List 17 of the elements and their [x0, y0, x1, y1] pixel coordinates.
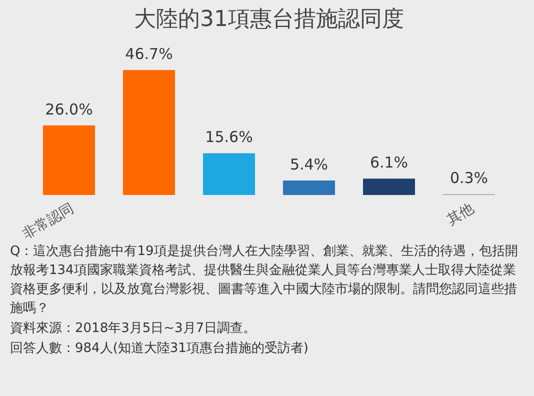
x-tick-label: 非常認同: [20, 200, 76, 242]
data-label: 15.6%: [205, 128, 253, 146]
source-note: 資料來源：2018年3月5日~3月7日調查。: [10, 320, 258, 338]
text: 回答人數：984人(知道大陸31項惠台措施的受訪者): [10, 340, 310, 358]
bar: [203, 153, 255, 195]
data-label: 5.4%: [290, 156, 328, 174]
bar: [123, 70, 175, 195]
data-label: 6.1%: [370, 154, 408, 172]
text: Q：這次惠台措施中有19項是提供台灣人在大陸學習、創業、就業、生活的待遇，包括開放報考134項國家職業資格考試、提供醫生與金融從業人員等台灣專業人士取得大陸從業資格更多便利，以及放寬台灣影視、圖書等進入中國大陸市場的限制。請問您認同這些措施嗎？: [10, 243, 519, 318]
data-label: 0.3%: [450, 169, 488, 188]
chart-title: 大陸的31項惠台措施認同度: [134, 7, 404, 32]
bar: [283, 180, 335, 195]
data-label: 46.7%: [125, 45, 173, 63]
bar: [43, 125, 95, 195]
x-tick-label: 其他: [444, 200, 476, 228]
data-label: 26.0%: [45, 100, 93, 118]
bar: [363, 178, 415, 195]
